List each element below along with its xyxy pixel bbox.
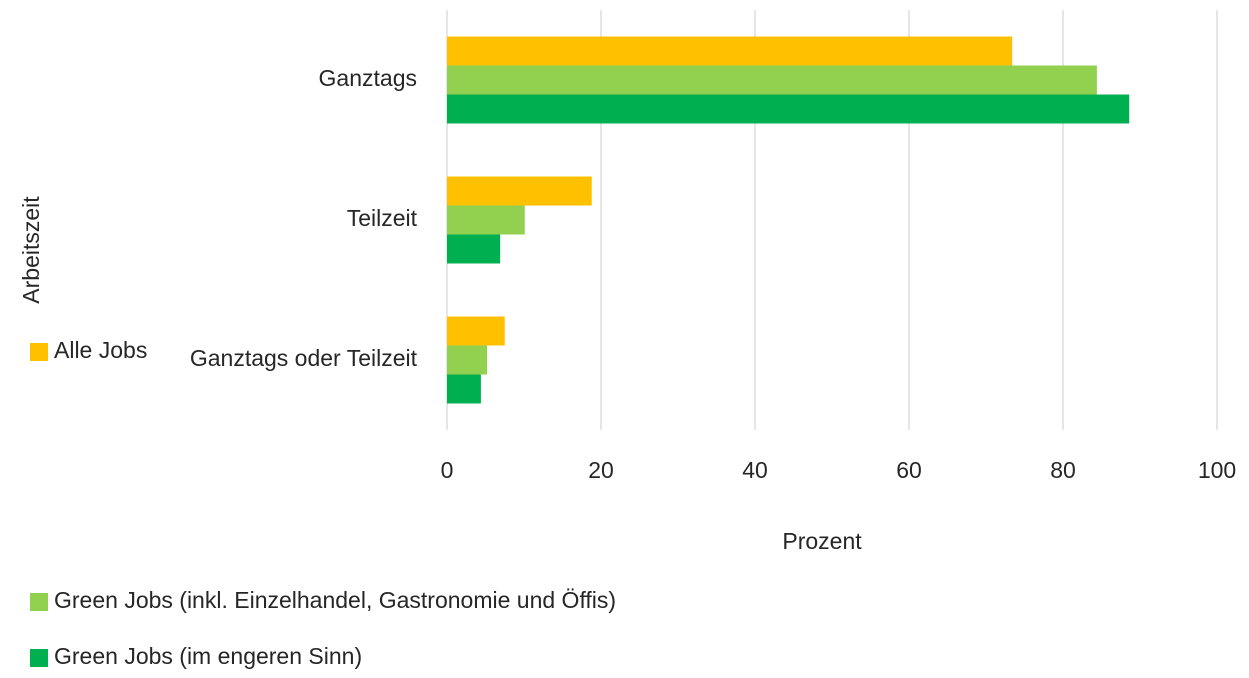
legend-label: Alle Jobs: [54, 337, 147, 363]
y-tick-label: Teilzeit: [347, 205, 418, 231]
legend-label: Green Jobs (inkl. Einzelhandel, Gastrono…: [54, 587, 616, 613]
legend-swatch: [30, 593, 48, 611]
x-tick-label: 80: [1050, 457, 1076, 483]
legend-swatch: [30, 343, 48, 361]
y-axis-title: Arbeitszeit: [18, 196, 44, 304]
bar: [447, 65, 1097, 95]
x-tick-label: 100: [1198, 457, 1236, 483]
y-tick-label: Ganztags oder Teilzeit: [190, 345, 418, 371]
y-tick-label: Ganztags: [319, 65, 417, 91]
x-tick-label: 40: [742, 457, 768, 483]
bar: [447, 176, 592, 206]
bar: [447, 316, 505, 346]
bar: [447, 345, 488, 375]
bar: [447, 374, 481, 404]
bar: [447, 234, 501, 264]
bar: [447, 94, 1130, 124]
x-axis-title: Prozent: [782, 528, 862, 554]
bar: [447, 205, 525, 235]
x-tick-label: 60: [896, 457, 922, 483]
bar: [447, 36, 1013, 66]
legend-swatch: [30, 649, 48, 667]
x-tick-label: 0: [441, 457, 454, 483]
legend-label: Green Jobs (im engeren Sinn): [54, 643, 362, 669]
x-tick-label: 20: [588, 457, 614, 483]
